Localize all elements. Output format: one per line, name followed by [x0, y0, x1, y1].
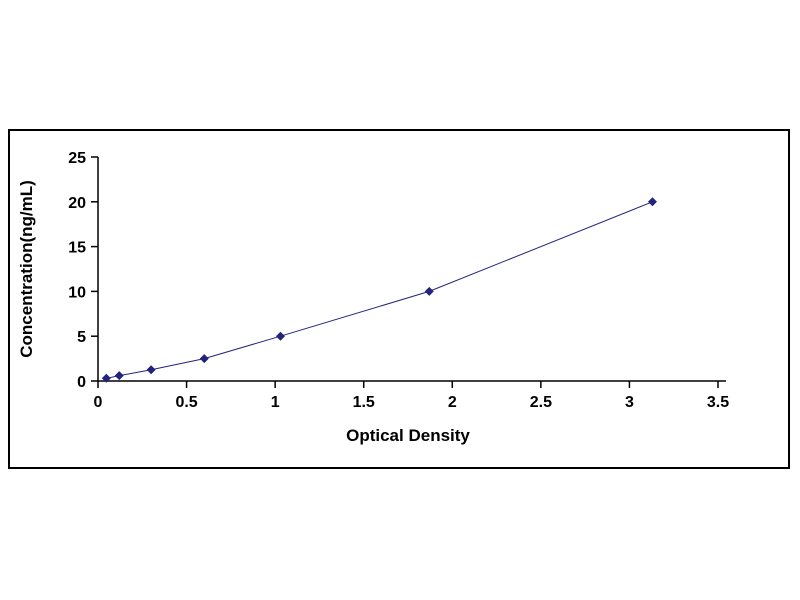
data-series-line [106, 201, 653, 379]
data-point-marker [647, 197, 657, 207]
y-tick-label: 5 [77, 329, 86, 346]
x-tick-label: 2 [448, 394, 457, 411]
y-tick-label: 10 [68, 284, 86, 301]
plot-area: 0 0.5 1 1.5 2 2.5 3 3.5 0 5 10 15 20 25 [68, 150, 729, 411]
x-tick-label: 1 [271, 394, 280, 411]
data-point-marker [146, 365, 156, 375]
data-point-marker [114, 371, 124, 381]
y-tick-label: 15 [68, 240, 86, 257]
x-tick-label: 0 [94, 394, 103, 411]
chart-canvas: 0 0.5 1 1.5 2 2.5 3 3.5 0 5 10 15 20 25 Optical Densi… [17, 150, 729, 445]
y-tick-label: 25 [68, 150, 86, 167]
standard-curve-figure: 0 0.5 1 1.5 2 2.5 3 3.5 0 5 10 15 20 25 Optical Densi… [8, 129, 790, 469]
y-tick-label: 0 [77, 374, 86, 391]
x-axis-title: Optical Density [346, 426, 470, 445]
data-point-marker [199, 354, 209, 364]
x-tick-label: 2.5 [530, 394, 552, 411]
data-point-marker [424, 286, 434, 296]
x-tick-label: 3.5 [707, 394, 729, 411]
x-tick-label: 1.5 [353, 394, 375, 411]
x-tick-label: 3 [625, 394, 634, 411]
y-axis-title: Concentration(ng/mL) [17, 180, 36, 358]
y-tick-label: 20 [68, 195, 86, 212]
data-point-marker [275, 331, 285, 341]
x-tick-label: 0.5 [175, 394, 197, 411]
data-point-marker [101, 373, 111, 383]
